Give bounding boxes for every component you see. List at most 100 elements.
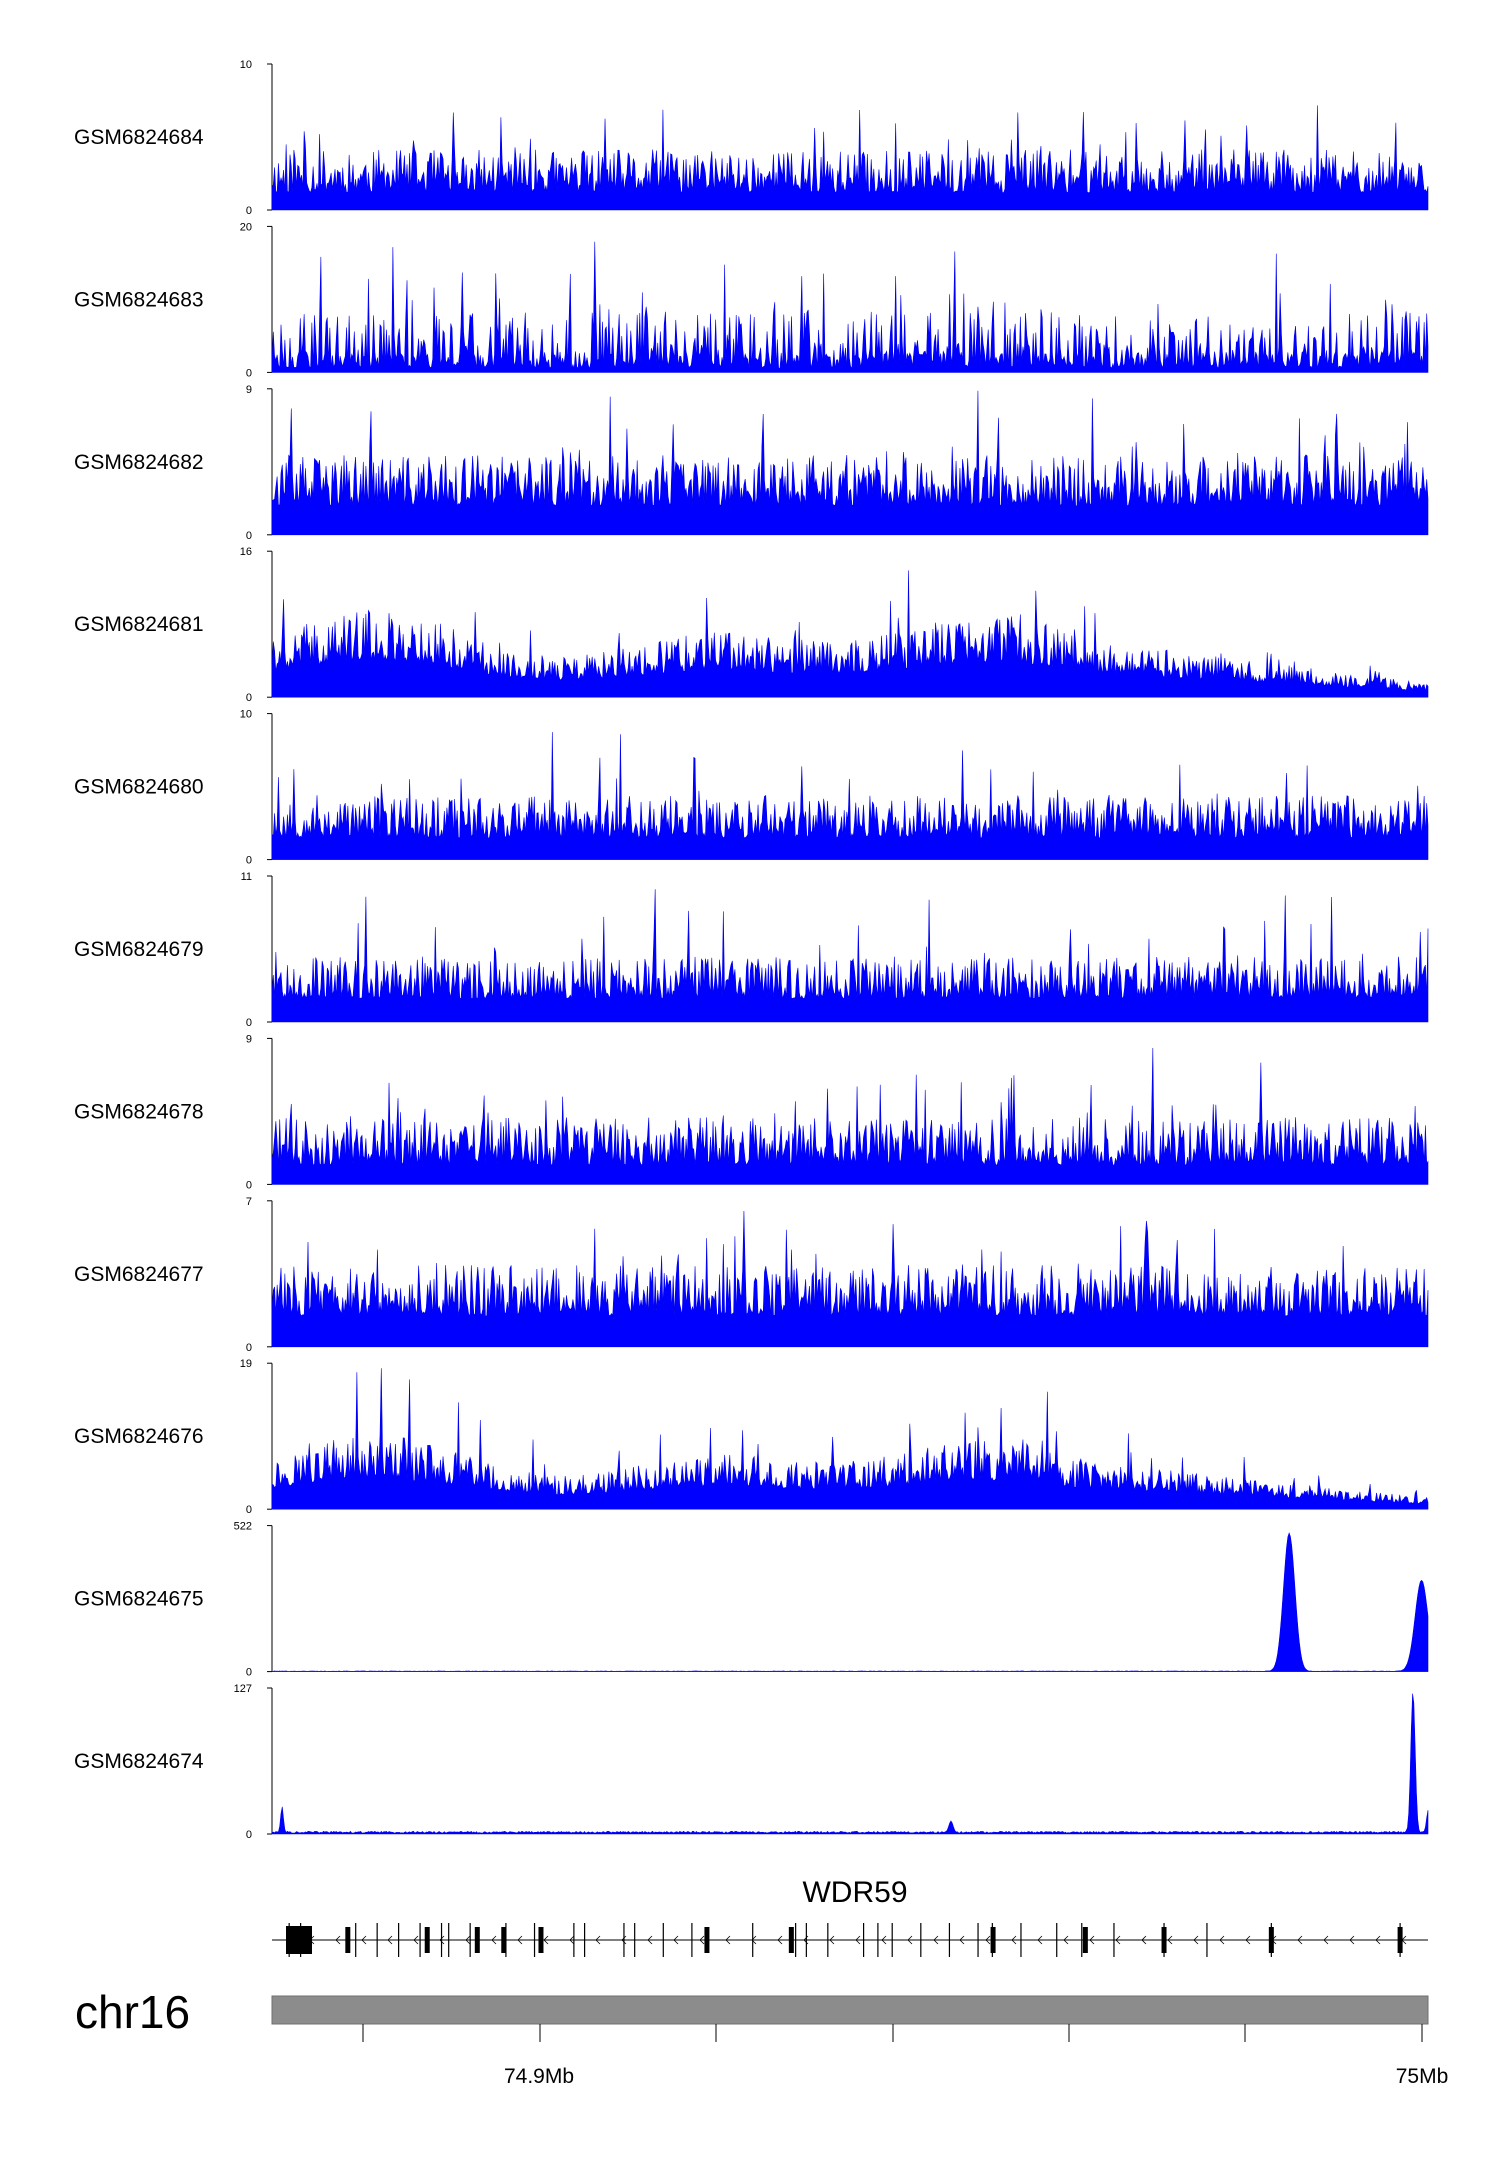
strand-arrow xyxy=(361,1935,367,1945)
strand-arrow xyxy=(1323,1935,1329,1945)
strand-arrow xyxy=(491,1935,497,1945)
y-min-label: 0 xyxy=(246,367,252,379)
y-min-label: 0 xyxy=(246,1504,252,1516)
track-GSM6824677: GSM6824677 7 0 xyxy=(74,1196,1429,1354)
strand-arrow xyxy=(1349,1935,1355,1945)
y-min-label: 0 xyxy=(246,1017,252,1029)
y-min-label: 0 xyxy=(246,530,252,542)
strand-arrow xyxy=(725,1935,731,1945)
track-GSM6824676: GSM6824676 19 0 xyxy=(74,1358,1429,1516)
strand-arrow xyxy=(569,1935,575,1945)
exon-thick xyxy=(474,1927,480,1953)
exon-thick xyxy=(990,1927,996,1953)
strand-arrow xyxy=(1245,1935,1251,1945)
strand-arrow xyxy=(517,1935,523,1945)
y-max-label: 9 xyxy=(246,384,252,396)
y-min-label: 0 xyxy=(246,1342,252,1354)
track-GSM6824681: GSM6824681 16 0 xyxy=(74,546,1429,704)
utr-block xyxy=(286,1926,312,1954)
y-max-label: 10 xyxy=(240,59,252,71)
strand-arrow xyxy=(595,1935,601,1945)
strand-arrow xyxy=(673,1935,679,1945)
coverage-signal xyxy=(271,889,1429,1023)
strand-arrow xyxy=(1063,1935,1069,1945)
strand-arrow xyxy=(1141,1935,1147,1945)
strand-arrow xyxy=(985,1935,991,1945)
strand-arrow xyxy=(543,1935,549,1945)
track-label: GSM6824678 xyxy=(74,1100,204,1123)
track-GSM6824675: GSM6824675 522 0 xyxy=(74,1521,1429,1679)
strand-arrow xyxy=(1037,1935,1043,1945)
track-label: GSM6824676 xyxy=(74,1425,204,1448)
track-GSM6824682: GSM6824682 9 0 xyxy=(74,384,1429,542)
coverage-tracks: GSM6824684100GSM6824683200GSM682468290GS… xyxy=(74,59,1429,1841)
strand-arrow xyxy=(1375,1935,1381,1945)
track-label: GSM6824679 xyxy=(74,938,204,961)
y-max-label: 9 xyxy=(246,1033,252,1045)
strand-arrow xyxy=(933,1935,939,1945)
y-min-label: 0 xyxy=(246,1179,252,1191)
y-max-label: 20 xyxy=(240,221,252,233)
exon-thick xyxy=(1161,1927,1167,1953)
exon-thick xyxy=(1268,1927,1274,1953)
x-axis-tick-label: 75Mb xyxy=(1396,2065,1449,2088)
strand-arrow xyxy=(777,1935,783,1945)
track-GSM6824679: GSM6824679 11 0 xyxy=(74,871,1429,1029)
coverage-signal xyxy=(271,570,1429,698)
genomic-x-axis: 74.9Mb 75Mb xyxy=(362,2024,1449,2088)
strand-arrow xyxy=(413,1935,419,1945)
y-min-label: 0 xyxy=(246,692,252,704)
y-min-label: 0 xyxy=(246,205,252,217)
x-axis-tick-label: 74.9Mb xyxy=(504,2065,574,2088)
exon-thick xyxy=(788,1927,794,1953)
y-max-label: 19 xyxy=(240,1358,252,1370)
exon-thick xyxy=(1082,1927,1088,1953)
chromosome-track: chr16 74.9Mb 75Mb xyxy=(75,1986,1448,2088)
track-GSM6824674: GSM6824674 127 0 xyxy=(74,1683,1429,1841)
track-label: GSM6824682 xyxy=(74,451,204,474)
y-min-label: 0 xyxy=(246,1667,252,1679)
strand-arrow xyxy=(439,1935,445,1945)
coverage-signal xyxy=(271,241,1429,373)
strand-arrow xyxy=(1193,1935,1199,1945)
y-max-label: 7 xyxy=(246,1196,252,1208)
track-label: GSM6824675 xyxy=(74,1588,204,1611)
coverage-signal xyxy=(271,390,1429,536)
track-label: GSM6824683 xyxy=(74,288,204,311)
strand-arrow xyxy=(621,1935,627,1945)
coverage-signal xyxy=(271,1368,1429,1510)
coverage-signal xyxy=(271,1210,1429,1348)
gene-model-WDR59 xyxy=(272,1923,1428,1957)
exon-thick xyxy=(1397,1927,1403,1953)
gene-name-label: WDR59 xyxy=(802,1876,907,1909)
strand-arrow xyxy=(465,1935,471,1945)
track-GSM6824683: GSM6824683 20 0 xyxy=(74,221,1429,379)
strand-arrow xyxy=(1297,1935,1303,1945)
strand-arrow xyxy=(1089,1935,1095,1945)
strand-arrow xyxy=(647,1935,653,1945)
exon-thick xyxy=(501,1927,507,1953)
coverage-signal xyxy=(271,1047,1429,1185)
strand-arrow xyxy=(829,1935,835,1945)
y-min-label: 0 xyxy=(246,1829,252,1841)
strand-arrow xyxy=(1167,1935,1173,1945)
y-max-label: 522 xyxy=(234,1521,252,1533)
track-label: GSM6824681 xyxy=(74,613,204,636)
track-GSM6824684: GSM6824684 10 0 xyxy=(74,59,1429,217)
y-max-label: 16 xyxy=(240,546,252,558)
track-label: GSM6824677 xyxy=(74,1263,204,1286)
track-label: GSM6824674 xyxy=(74,1750,204,1773)
strand-arrow xyxy=(1011,1935,1017,1945)
track-GSM6824678: GSM6824678 9 0 xyxy=(74,1033,1429,1191)
strand-arrow xyxy=(699,1935,705,1945)
track-label: GSM6824680 xyxy=(74,776,204,799)
y-max-label: 11 xyxy=(241,871,252,883)
strand-arrow xyxy=(855,1935,861,1945)
exon-thick xyxy=(424,1927,430,1953)
coverage-signal xyxy=(271,732,1429,860)
strand-arrow xyxy=(1115,1935,1121,1945)
gene-track: WDR59 xyxy=(272,1876,1428,1957)
coverage-signal xyxy=(271,1532,1429,1672)
coverage-signal xyxy=(271,105,1429,211)
